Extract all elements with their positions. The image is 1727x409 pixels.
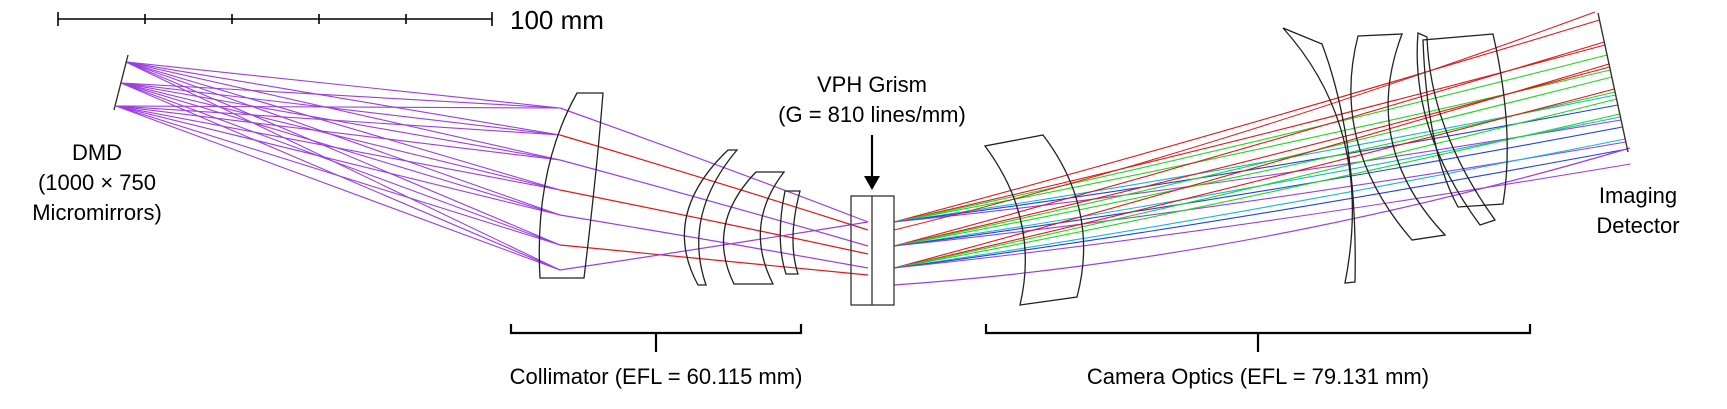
collimator-lens-3 (722, 171, 786, 285)
ray-entrance-2-1 (115, 105, 561, 136)
collimator-lens-group (538, 92, 801, 286)
camera-label: Camera Optics (EFL = 79.131 mm) (1087, 364, 1429, 389)
grism-arrow (864, 135, 880, 190)
grism-label-line1: VPH Grism (817, 72, 927, 97)
ray-entrance-0-2 (125, 61, 561, 161)
collimator-bracket (509, 324, 803, 352)
camera-lens-3 (1350, 33, 1447, 241)
ray-dispersed-2-6 (893, 163, 1631, 269)
detector-label-line1: Imaging (1599, 183, 1677, 208)
scale-bar (57, 12, 493, 26)
ray-dispersed-2-0 (893, 63, 1610, 269)
dmd-label-line1: DMD (72, 140, 122, 165)
camera-lens-2 (1282, 27, 1356, 284)
ray-entrance-1-1 (120, 82, 561, 136)
ray-dispersed-2-2 (893, 98, 1617, 269)
ray-entrance-0-3 (125, 61, 561, 191)
ray-collimated-6 (559, 221, 869, 271)
ray-dispersed-0-5 (893, 104, 1618, 223)
camera-lens-4 (1416, 32, 1497, 226)
ray-dispersed-2-1 (893, 88, 1615, 269)
collimator-label: Collimator (EFL = 60.115 mm) (510, 364, 803, 389)
detector-plane (1597, 12, 1629, 153)
ray-collimated-3 (559, 189, 869, 255)
ray-entrance-1-2 (120, 82, 561, 161)
ray-dispersed-1-1 (893, 66, 1610, 247)
ray-dispersed-1-5 (893, 126, 1623, 247)
camera-lens-5 (1422, 33, 1508, 208)
ray-dispersed-0-4 (893, 94, 1616, 223)
camera-bracket (984, 324, 1532, 352)
ray-entrance-2-2 (115, 105, 561, 161)
ray-entrance-2-0 (115, 105, 561, 109)
ray-collimated-0 (559, 107, 869, 223)
ray-entrance-2-3 (115, 105, 561, 191)
ray-dispersed-0-2 (893, 54, 1608, 223)
ray-dispersed-0-0 (893, 19, 1600, 223)
detector-label-line2: Detector (1596, 213, 1679, 238)
ray-collimated-1 (559, 134, 869, 231)
dmd-plane (113, 54, 129, 111)
ray-envelope-bottom (893, 147, 1631, 286)
ray-dispersed-0-6 (893, 119, 1622, 223)
ray-entrance-0-6 (125, 61, 561, 271)
camera-lens-1 (983, 134, 1085, 306)
ray-entrance-0-5 (125, 61, 561, 246)
ray-collimated-5 (559, 244, 869, 276)
ray-dispersed-1-0 (893, 41, 1605, 247)
ray-entrance-0-1 (125, 61, 561, 136)
ray-entrance-0-0 (125, 61, 561, 109)
ray-bundle (115, 11, 1631, 286)
ray-entrance-1-3 (120, 82, 561, 191)
ray-dispersed-0-3 (893, 69, 1611, 223)
dmd-label-line3: Micromirrors) (32, 200, 162, 225)
ray-entrance-2-6 (115, 105, 561, 271)
vph-grism (850, 195, 895, 306)
collimator-lens-4 (779, 190, 801, 275)
ray-entrance-1-0 (120, 82, 561, 109)
collimator-lens-2 (683, 149, 739, 286)
ray-entrance-2-4 (115, 105, 561, 216)
ray-dispersed-1-2 (893, 76, 1612, 247)
collimator-lens-1 (538, 92, 604, 279)
dmd-label-line2: (1000 × 750 (38, 170, 156, 195)
ray-dispersed-0-1 (893, 44, 1606, 223)
ray-dispersed-2-3 (893, 113, 1620, 269)
ray-envelope-top (893, 11, 1596, 231)
ray-entrance-1-5 (120, 82, 561, 246)
grism-label-line2: (G = 810 lines/mm) (778, 102, 966, 127)
ray-collimated-2 (559, 159, 869, 247)
ray-entrance-2-5 (115, 105, 561, 246)
ray-collimated-4 (559, 214, 869, 269)
camera-lens-group (983, 27, 1508, 306)
ray-dispersed-2-4 (893, 138, 1626, 269)
scale-bar-label: 100 mm (510, 5, 604, 35)
ray-dispersed-2-5 (893, 148, 1628, 269)
